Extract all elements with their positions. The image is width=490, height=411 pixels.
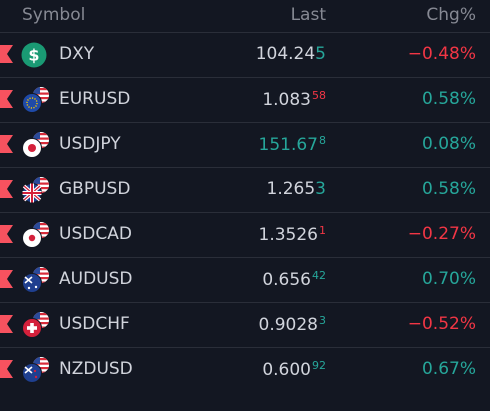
flag-marker-icon[interactable] <box>0 180 13 198</box>
last-price-main: 0.656 <box>262 270 311 290</box>
column-header-chg[interactable]: Chg% <box>426 5 476 25</box>
last-price-tick: 58 <box>312 89 326 102</box>
watchlist-rows: $ DXY 104.245 −0.48% EURUSD 1.08358 0.58% USDJP… <box>0 33 490 392</box>
last-price: 1.2653 <box>267 179 327 199</box>
flag-marker-icon[interactable] <box>0 45 13 63</box>
symbol-name[interactable]: USDCAD <box>59 224 132 244</box>
last-price-tick: 3 <box>319 314 326 327</box>
change-percent: 0.70% <box>421 269 476 289</box>
table-row[interactable]: AUDUSD 0.65642 0.70% <box>0 258 490 303</box>
change-percent: 0.08% <box>421 134 476 154</box>
last-price-tick: 42 <box>312 269 326 282</box>
table-row[interactable]: EURUSD 1.08358 0.58% <box>0 78 490 123</box>
last-price: 104.245 <box>256 44 326 64</box>
change-percent: 0.58% <box>421 89 476 109</box>
table-row[interactable]: $ DXY 104.245 −0.48% <box>0 33 490 78</box>
last-price-main: 1.265 <box>266 179 316 199</box>
table-row[interactable]: USDJPY 151.678 0.08% <box>0 123 490 168</box>
symbol-name[interactable]: USDCHF <box>59 314 130 334</box>
symbol-name[interactable]: USDJPY <box>59 134 121 154</box>
symbol-name[interactable]: AUDUSD <box>59 269 133 289</box>
last-price: 0.90283 <box>259 314 326 335</box>
last-price-main: 104.24 <box>255 44 316 64</box>
symbol-name[interactable]: EURUSD <box>59 89 131 109</box>
last-price: 151.678 <box>259 134 326 155</box>
flag-marker-icon[interactable] <box>0 90 13 108</box>
last-price-tick: 1 <box>319 224 326 237</box>
last-price-main: 0.600 <box>262 360 311 380</box>
table-row[interactable]: NZDUSD 0.60092 0.67% <box>0 348 490 392</box>
column-header-last[interactable]: Last <box>290 5 326 25</box>
column-header-symbol[interactable]: Symbol <box>22 5 86 25</box>
last-price: 0.60092 <box>262 359 326 380</box>
flag-marker-icon[interactable] <box>0 360 13 378</box>
symbol-name[interactable]: DXY <box>59 44 95 64</box>
change-percent: 0.58% <box>421 179 476 199</box>
flag-marker-icon[interactable] <box>0 315 13 333</box>
symbol-name[interactable]: GBPUSD <box>59 179 131 199</box>
flag-marker-icon[interactable] <box>0 135 13 153</box>
flag-marker-icon[interactable] <box>0 270 13 288</box>
last-price-main: 1.083 <box>262 90 311 110</box>
last-price: 1.35261 <box>259 224 326 245</box>
last-price-main: 0.9028 <box>258 315 318 335</box>
last-price-tick: 92 <box>312 359 326 372</box>
table-row[interactable]: USDCAD 1.35261 −0.27% <box>0 213 490 258</box>
last-price-tick: 5 <box>315 44 326 64</box>
flag-marker-icon[interactable] <box>0 225 13 243</box>
table-row[interactable]: USDCHF 0.90283 −0.52% <box>0 303 490 348</box>
watchlist-header: Symbol Last Chg% <box>0 0 490 33</box>
svg-text:$: $ <box>28 46 39 65</box>
change-percent: 0.67% <box>421 359 476 379</box>
last-price-tick: 8 <box>319 134 326 147</box>
change-percent: −0.48% <box>407 44 476 64</box>
change-percent: −0.27% <box>407 224 476 244</box>
last-price-main: 1.3526 <box>258 225 318 245</box>
table-row[interactable]: GBPUSD 1.2653 0.58% <box>0 168 490 213</box>
change-percent: −0.52% <box>407 314 476 334</box>
last-price-tick: 3 <box>315 179 326 199</box>
symbol-name[interactable]: NZDUSD <box>59 359 133 379</box>
last-price: 0.65642 <box>262 269 326 290</box>
last-price-main: 151.67 <box>258 135 318 155</box>
last-price: 1.08358 <box>262 89 326 110</box>
